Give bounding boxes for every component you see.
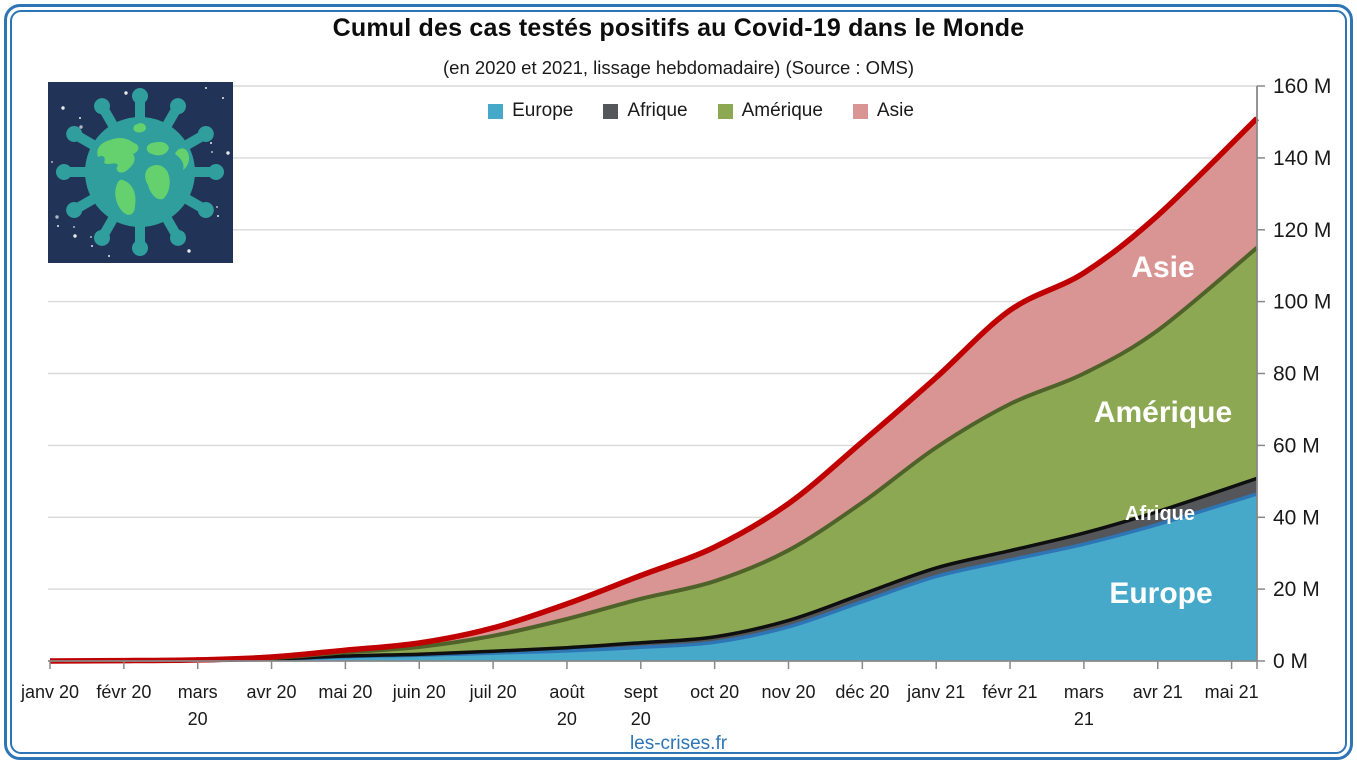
area-label-europe: Europe: [1109, 577, 1212, 610]
x-tick-label: janv 21: [906, 682, 965, 702]
y-tick-label: 80 M: [1273, 363, 1320, 386]
x-tick-label: févr 21: [983, 682, 1038, 702]
legend-swatch: [603, 103, 619, 119]
x-tick-label: août 20: [549, 682, 584, 729]
footer-site-label: les-crises.fr: [629, 733, 728, 754]
legend-label: Europe: [512, 100, 574, 121]
y-tick-label: 160 M: [1273, 75, 1331, 98]
x-tick-label: mars 20: [178, 682, 218, 729]
legend-label: Amérique: [741, 100, 823, 121]
area-bands: [50, 118, 1257, 662]
virus-globe-logo-svg: [48, 82, 233, 263]
area-amerique: [50, 247, 1257, 661]
x-tick-label: juil 20: [469, 682, 517, 702]
chart-subtitle: (en 2020 et 2021, lissage hebdomadaire) …: [443, 57, 914, 78]
area-europe: [50, 493, 1257, 661]
x-tick-label: nov 20: [761, 682, 815, 702]
axes: [48, 85, 1265, 669]
logo-stars: [51, 87, 230, 257]
y-tick-label: 100 M: [1273, 291, 1331, 314]
y-tick-label: 40 M: [1273, 506, 1320, 529]
area-asie: [50, 118, 1257, 662]
chart-legend: Europe Afrique Amérique Asie: [45, 99, 1357, 123]
x-tick-label: sept 20: [624, 682, 658, 729]
y-tick-label: 0 M: [1273, 650, 1308, 673]
legend-swatch: [852, 103, 868, 119]
logo-continents: [97, 123, 190, 215]
legend-swatch: [717, 103, 733, 119]
legend-swatch: [488, 103, 504, 119]
area-label-asie: Asie: [1131, 251, 1194, 284]
y-axis-labels: 0 M 20 M 40 M 60 M 80 M 100 M 120 M 140 M 160 M: [1273, 75, 1331, 673]
x-axis-labels: janv 20 févr 20 mars 20 avr 20 mai 20 juin 20 j…: [20, 682, 1259, 729]
virus-globe-logo: [48, 82, 233, 263]
x-tick-label: oct 20: [690, 682, 739, 702]
legend-item-asie: Asie: [852, 100, 914, 122]
area-label-amerique: Amérique: [1094, 396, 1232, 429]
legend-item-europe: Europe: [488, 100, 573, 122]
x-tick-label: avr 21: [1133, 682, 1183, 702]
legend-label: Afrique: [627, 100, 688, 121]
chart-title: Cumul des cas testés positifs au Covid-1…: [332, 14, 1025, 42]
area-name-labels: Asie Amérique Afrique Europe: [1094, 251, 1232, 610]
y-tick-label: 120 M: [1273, 219, 1331, 242]
x-tick-label: avr 20: [247, 682, 297, 702]
area-label-afrique: Afrique: [1125, 503, 1195, 525]
x-tick-label: mai 20: [318, 682, 372, 702]
y-tick-label: 60 M: [1273, 434, 1320, 457]
legend-item-amerique: Amérique: [717, 100, 823, 122]
x-tick-label: janv 20: [20, 682, 79, 702]
line-asie: [49, 116, 1259, 664]
y-tick-label: 20 M: [1273, 578, 1320, 601]
x-tick-label: juin 20: [392, 682, 446, 702]
x-tick-label: déc 20: [835, 682, 889, 702]
x-tick-label: mars 21: [1064, 682, 1104, 729]
boundary-lines: [49, 116, 1259, 664]
y-tick-label: 140 M: [1273, 147, 1331, 170]
legend-label: Asie: [876, 100, 914, 121]
x-tick-label: mai 21: [1205, 682, 1259, 702]
x-tick-label: févr 20: [96, 682, 151, 702]
legend-item-afrique: Afrique: [603, 100, 688, 122]
